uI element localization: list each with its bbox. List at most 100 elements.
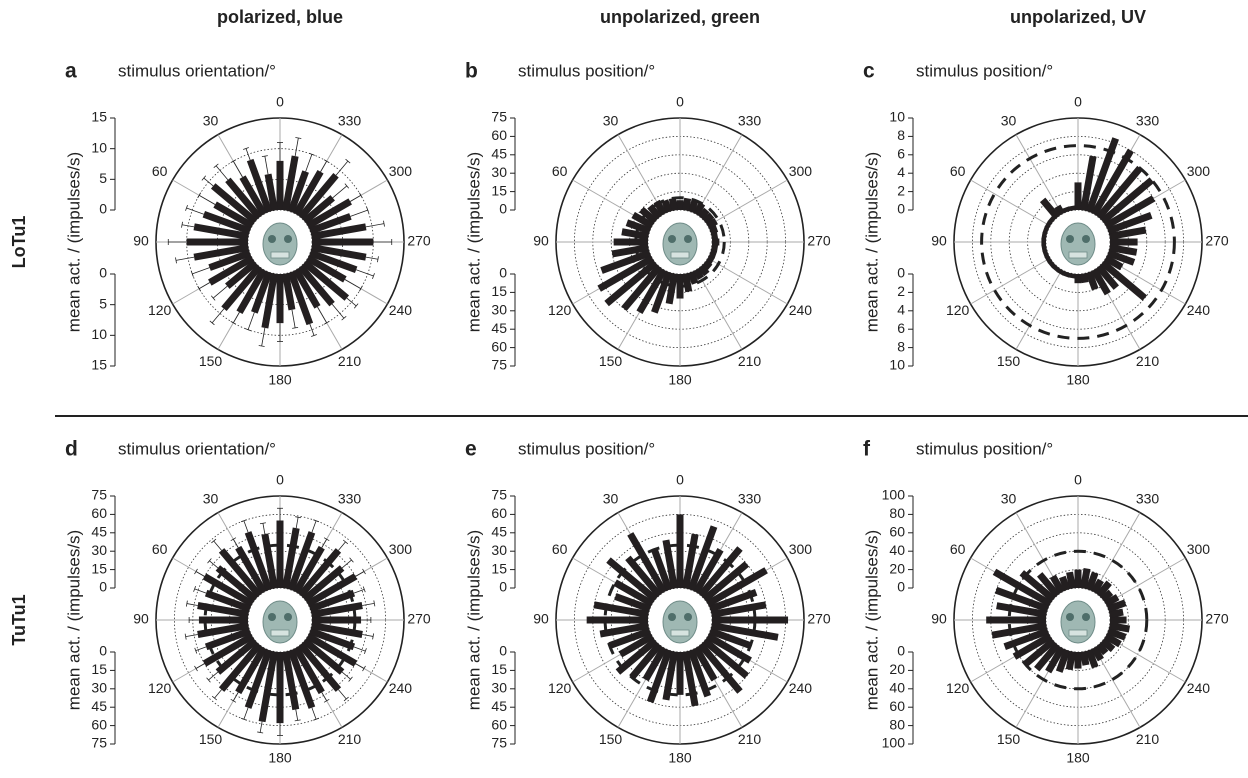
y-tick-label: 45 <box>491 524 507 540</box>
angle-tick-label: 330 <box>1136 112 1160 128</box>
column-header: unpolarized, green <box>600 7 760 27</box>
angle-tick-label: 240 <box>1187 680 1211 696</box>
y-tick-label: 8 <box>897 338 905 354</box>
y-tick-label: 5 <box>99 170 107 186</box>
y-tick-label: 45 <box>491 146 507 162</box>
head-mouth <box>271 252 289 258</box>
error-bar <box>312 521 316 533</box>
angle-tick-label: 330 <box>738 112 762 128</box>
y-axis-title: mean act. / (impulses/s) <box>64 530 83 710</box>
angle-tick-label: 30 <box>1001 112 1017 128</box>
y-tick-label: 60 <box>889 524 905 540</box>
head-eye <box>268 613 276 621</box>
head-eye <box>684 235 692 243</box>
y-tick-label: 75 <box>491 109 507 125</box>
y-tick-label: 15 <box>91 560 107 576</box>
head-eye <box>668 613 676 621</box>
y-tick-label: 0 <box>499 643 507 659</box>
angle-tick-label: 150 <box>997 353 1021 369</box>
bar <box>312 617 361 624</box>
error-cap <box>324 538 329 541</box>
error-cap <box>186 601 187 607</box>
angle-tick-label: 240 <box>789 302 813 318</box>
y-tick-label: 40 <box>889 542 905 558</box>
y-tick-label: 10 <box>889 357 905 373</box>
error-cap <box>231 160 236 163</box>
y-tick-label: 10 <box>889 109 905 125</box>
head-icon <box>263 601 297 643</box>
error-bar <box>333 186 347 198</box>
error-bar <box>312 708 316 720</box>
angle-tick-label: 240 <box>389 302 413 318</box>
angle-tick-label: 60 <box>950 541 966 557</box>
error-bar <box>244 521 248 533</box>
angle-tick-label: 210 <box>738 731 762 747</box>
error-cap <box>324 160 329 163</box>
error-cap <box>182 222 183 228</box>
head-eye <box>668 235 676 243</box>
angle-tick-label: 150 <box>599 353 623 369</box>
y-tick-label: 15 <box>91 357 107 373</box>
error-bar <box>213 286 227 298</box>
error-bar <box>260 722 262 733</box>
y-tick-label: 30 <box>491 542 507 558</box>
bar <box>1110 239 1138 246</box>
error-bar <box>233 161 242 177</box>
angle-axis-title: stimulus position/° <box>518 61 655 80</box>
angle-axis-title: stimulus position/° <box>518 439 655 458</box>
y-tick-label: 15 <box>491 661 507 677</box>
error-cap <box>262 156 268 157</box>
angle-tick-label: 210 <box>1136 731 1160 747</box>
error-bar <box>244 708 248 720</box>
error-bar <box>199 283 210 289</box>
error-bar <box>350 195 361 201</box>
error-cap <box>231 321 236 324</box>
angle-tick-label: 90 <box>931 233 947 249</box>
head-mouth <box>271 630 289 636</box>
head-eye <box>268 235 276 243</box>
head-eye <box>1082 613 1090 621</box>
error-bar <box>246 149 250 161</box>
angle-tick-label: 60 <box>950 163 966 179</box>
y-tick-label: 60 <box>491 338 507 354</box>
y-tick-label: 75 <box>491 487 507 503</box>
y-tick-label: 4 <box>897 164 905 180</box>
angle-axis-title: stimulus orientation/° <box>118 61 276 80</box>
head-icon <box>1061 601 1095 643</box>
error-bar <box>263 523 265 534</box>
angle-tick-label: 300 <box>789 541 813 557</box>
angle-tick-label: 180 <box>1066 750 1090 766</box>
y-tick-label: 0 <box>99 201 107 217</box>
bar <box>277 652 284 723</box>
error-bar <box>209 672 218 680</box>
angle-tick-label: 270 <box>407 233 431 249</box>
y-tick-label: 0 <box>99 579 107 595</box>
angle-tick-label: 60 <box>152 163 168 179</box>
polar-panel: 0020204040606080801001000306090120150180… <box>862 438 1228 766</box>
y-tick-label: 100 <box>882 735 906 751</box>
y-tick-label: 0 <box>897 265 905 281</box>
head-icon <box>1061 223 1095 265</box>
y-axis-title: mean act. / (impulses/s) <box>464 152 483 332</box>
angle-tick-label: 330 <box>338 490 362 506</box>
angle-tick-label: 120 <box>548 302 572 318</box>
error-bar <box>356 270 373 276</box>
y-tick-label: 15 <box>491 182 507 198</box>
error-cap <box>194 666 197 671</box>
panel-letter: a <box>65 60 77 83</box>
y-tick-label: 0 <box>897 643 905 659</box>
angle-tick-label: 120 <box>148 302 172 318</box>
angle-tick-label: 300 <box>1187 163 1211 179</box>
y-axis-title: mean act. / (impulses/s) <box>464 530 483 710</box>
y-tick-label: 10 <box>91 139 107 155</box>
y-tick-label: 0 <box>499 265 507 281</box>
angle-tick-label: 120 <box>946 680 970 696</box>
y-tick-label: 4 <box>897 302 905 318</box>
angle-tick-label: 300 <box>789 163 813 179</box>
error-bar <box>196 571 204 576</box>
y-tick-label: 60 <box>889 698 905 714</box>
bar <box>277 274 284 323</box>
angle-tick-label: 120 <box>148 680 172 696</box>
error-bar <box>322 539 327 547</box>
y-tick-label: 20 <box>889 560 905 576</box>
